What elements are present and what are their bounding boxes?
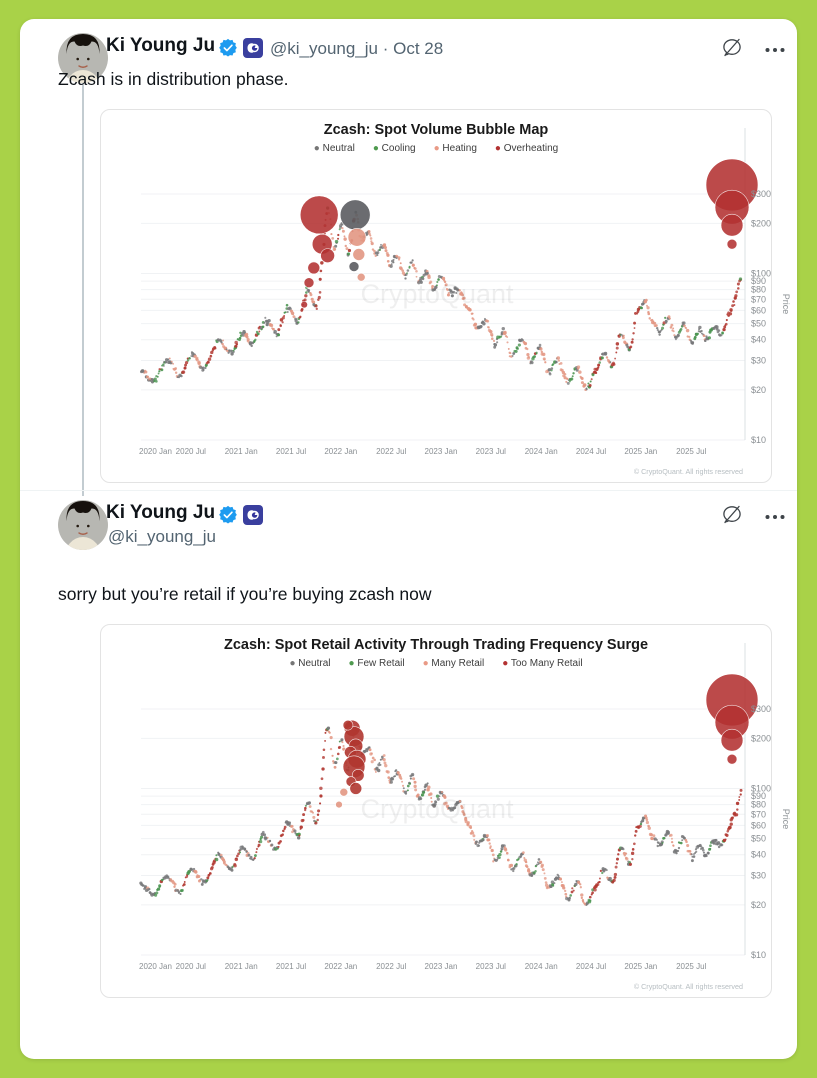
svg-text:$30: $30 [751, 871, 766, 881]
svg-text:$70: $70 [751, 809, 766, 819]
svg-text:2025 Jan: 2025 Jan [624, 962, 657, 971]
svg-text:2022 Jan: 2022 Jan [324, 447, 357, 456]
svg-text:2022 Jul: 2022 Jul [376, 962, 406, 971]
svg-text:2024 Jul: 2024 Jul [576, 962, 606, 971]
svg-text:2021 Jul: 2021 Jul [276, 962, 306, 971]
svg-text:© CryptoQuant. All rights rese: © CryptoQuant. All rights reserved [634, 467, 743, 476]
svg-text:$100: $100 [751, 783, 771, 793]
svg-text:2021 Jul: 2021 Jul [276, 447, 306, 456]
svg-text:2024 Jul: 2024 Jul [576, 447, 606, 456]
svg-text:$20: $20 [751, 385, 766, 395]
svg-text:2020 Jan: 2020 Jan [139, 447, 172, 456]
svg-text:2020 Jan: 2020 Jan [139, 962, 172, 971]
svg-text:$10: $10 [751, 950, 766, 960]
svg-text:© CryptoQuant. All rights rese: © CryptoQuant. All rights reserved [634, 982, 743, 991]
svg-text:2020 Jul: 2020 Jul [176, 447, 206, 456]
svg-text:$30: $30 [751, 356, 766, 366]
svg-text:$300: $300 [751, 189, 771, 199]
svg-text:$40: $40 [751, 335, 766, 345]
svg-text:2025 Jan: 2025 Jan [624, 447, 657, 456]
svg-text:$200: $200 [751, 733, 771, 743]
svg-text:Price: Price [781, 809, 791, 830]
svg-text:$50: $50 [751, 834, 766, 844]
svg-text:2020 Jul: 2020 Jul [176, 962, 206, 971]
svg-text:2023 Jan: 2023 Jan [425, 962, 458, 971]
svg-text:$70: $70 [751, 294, 766, 304]
svg-text:$50: $50 [751, 319, 766, 329]
svg-text:2025 Jul: 2025 Jul [676, 447, 706, 456]
svg-text:$20: $20 [751, 900, 766, 910]
svg-text:2022 Jul: 2022 Jul [376, 447, 406, 456]
svg-text:$80: $80 [751, 285, 766, 295]
svg-text:2024 Jan: 2024 Jan [525, 447, 558, 456]
svg-text:Price: Price [781, 294, 791, 315]
svg-text:2025 Jul: 2025 Jul [676, 962, 706, 971]
svg-text:2023 Jul: 2023 Jul [476, 962, 506, 971]
svg-text:2021 Jan: 2021 Jan [225, 962, 258, 971]
svg-text:CryptoQuant: CryptoQuant [360, 794, 514, 824]
svg-text:$100: $100 [751, 268, 771, 278]
svg-text:$10: $10 [751, 435, 766, 445]
svg-text:$60: $60 [751, 305, 766, 315]
svg-text:$60: $60 [751, 820, 766, 830]
svg-text:$80: $80 [751, 800, 766, 810]
svg-text:2022 Jan: 2022 Jan [324, 962, 357, 971]
svg-text:2021 Jan: 2021 Jan [225, 447, 258, 456]
svg-text:$300: $300 [751, 704, 771, 714]
svg-text:2023 Jul: 2023 Jul [476, 447, 506, 456]
svg-text:CryptoQuant: CryptoQuant [360, 279, 514, 309]
svg-text:$40: $40 [751, 850, 766, 860]
svg-text:$200: $200 [751, 218, 771, 228]
svg-text:2024 Jan: 2024 Jan [525, 962, 558, 971]
svg-text:2023 Jan: 2023 Jan [425, 447, 458, 456]
